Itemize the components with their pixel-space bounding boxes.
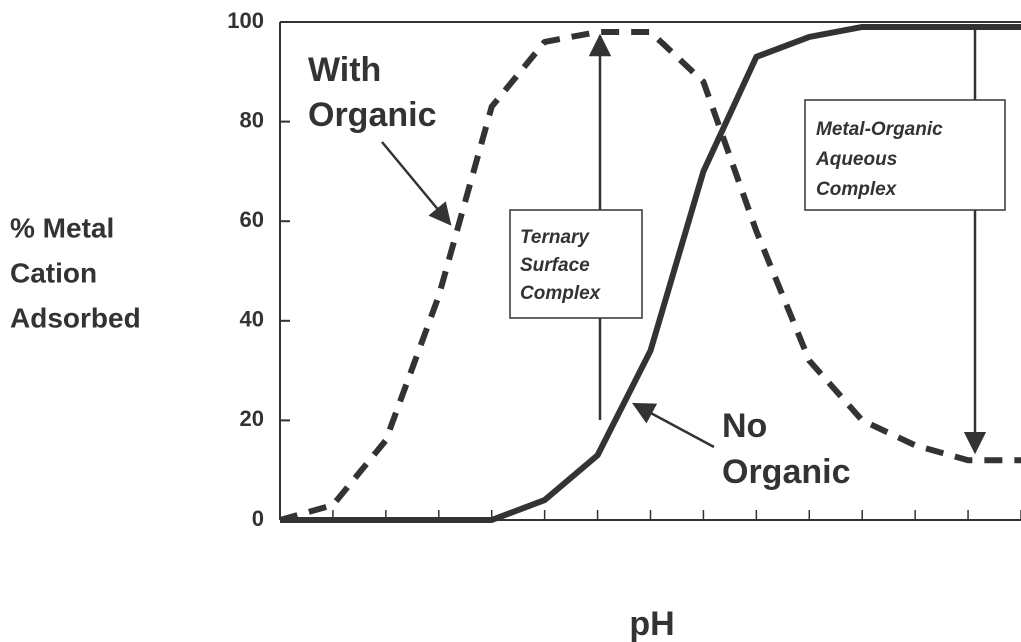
y-axis-label: Cation <box>10 257 97 288</box>
annotation: Organic <box>722 453 850 491</box>
y-tick-label: 40 <box>240 307 264 332</box>
annotation: Aqueous <box>815 149 897 170</box>
y-axis-label: % Metal <box>10 212 114 243</box>
annotation: Complex <box>816 179 898 200</box>
annotation: Surface <box>520 255 590 276</box>
annotation: No <box>722 407 767 445</box>
annotation: Metal-Organic <box>816 119 943 140</box>
y-tick-label: 100 <box>227 8 264 33</box>
annotation: Ternary <box>520 227 590 248</box>
y-tick-label: 20 <box>240 406 264 431</box>
y-tick-label: 0 <box>252 506 264 531</box>
series-line <box>279 28 1021 523</box>
series-line <box>280 23 1021 523</box>
annotation-arrow <box>381 141 452 226</box>
annotation: Complex <box>520 283 602 304</box>
annotation: With <box>308 51 381 89</box>
y-tick-label: 80 <box>240 107 264 132</box>
y-tick-label: 60 <box>240 207 264 232</box>
annotation-arrow <box>632 402 715 449</box>
annotation-box <box>509 209 643 319</box>
y-axis-label: Adsorbed <box>10 302 141 333</box>
annotation-box <box>804 99 1006 211</box>
annotation: Organic <box>308 96 436 134</box>
x-axis-label: pH <box>629 605 674 642</box>
